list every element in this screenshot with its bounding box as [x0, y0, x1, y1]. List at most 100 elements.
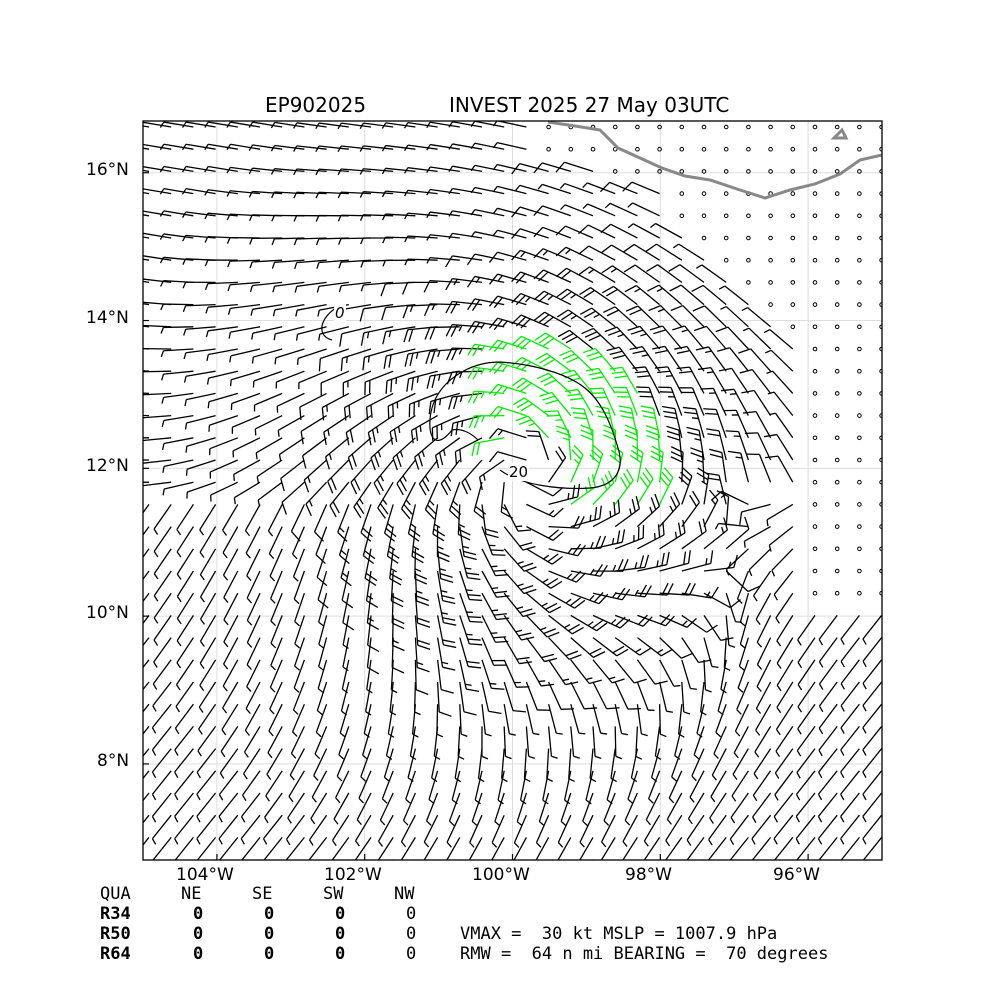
wind-barb	[840, 836, 860, 860]
wind-barb	[592, 614, 631, 629]
wind-barb	[481, 526, 506, 556]
wind-barb	[377, 837, 394, 860]
wind-barb	[467, 366, 505, 380]
wind-barb	[738, 348, 772, 372]
wind-barb	[414, 615, 431, 650]
wind-barb	[622, 837, 638, 860]
wind-barb	[556, 309, 594, 328]
wind-barb	[467, 390, 505, 404]
wind-barb	[703, 637, 719, 668]
wind-barb	[218, 770, 239, 801]
calm-marker	[857, 457, 862, 463]
wind-barb	[206, 348, 238, 361]
wind-barb	[503, 548, 537, 572]
wind-barb	[654, 366, 683, 394]
wind-barb	[270, 637, 283, 671]
wind-barb	[492, 185, 527, 195]
wind-barb	[671, 748, 683, 782]
wind-barb	[335, 770, 350, 804]
wind-barb	[271, 237, 305, 246]
calm-marker	[857, 235, 862, 241]
wind-barb	[143, 748, 150, 758]
calm-marker	[834, 590, 840, 596]
wind-barb	[591, 859, 594, 860]
wind-barb	[481, 548, 509, 577]
calm-marker	[834, 546, 840, 552]
calm-marker	[857, 546, 862, 552]
wind-barb	[774, 770, 794, 801]
wind-barb	[342, 615, 350, 649]
calm-marker	[834, 324, 840, 330]
wind-barb	[386, 526, 400, 564]
wind-barb	[637, 521, 665, 550]
calm-marker	[834, 169, 840, 174]
wind-barb	[143, 570, 150, 581]
table-header-se: SE	[252, 884, 273, 904]
wind-barb	[338, 237, 372, 245]
calm-marker	[812, 124, 818, 130]
wind-barb	[400, 837, 416, 860]
wind-barb	[176, 570, 194, 603]
wind-barb	[285, 836, 305, 860]
wind-barb	[227, 281, 261, 292]
wind-barb	[176, 526, 194, 558]
wind-barb	[481, 681, 502, 715]
wind-barb	[311, 770, 328, 803]
wind-barb	[533, 311, 572, 328]
wind-barb	[627, 223, 660, 239]
wind-barb	[162, 481, 194, 496]
wind-barb	[176, 548, 194, 580]
wind-barb	[448, 187, 483, 195]
wind-barb	[270, 615, 283, 649]
wind-barb	[153, 526, 172, 558]
wind-barb	[196, 792, 217, 823]
wind-barb	[579, 837, 594, 860]
wind-barb	[338, 726, 350, 760]
wind-barb	[570, 474, 596, 505]
wind-barb	[204, 281, 238, 290]
wind-barb	[423, 814, 439, 848]
wind-barb	[538, 792, 550, 827]
wind-barb	[226, 121, 261, 128]
wind-barb	[459, 681, 477, 716]
calm-marker	[768, 169, 773, 174]
wind-barb	[434, 437, 461, 469]
wind-barb	[226, 143, 261, 151]
wind-barb	[743, 526, 771, 548]
wind-barb	[424, 326, 460, 340]
wind-barb	[570, 637, 606, 658]
calm-marker	[857, 280, 862, 285]
wind-barb	[818, 703, 838, 735]
wind-barb	[293, 168, 327, 176]
wind-barb	[681, 637, 712, 664]
wind-barb	[318, 637, 328, 672]
wind-barb	[199, 659, 217, 691]
wind-barb	[557, 329, 594, 350]
wind-barb	[565, 388, 594, 416]
calm-marker	[701, 235, 707, 241]
wind-barb	[360, 259, 394, 268]
wind-barb	[818, 836, 838, 860]
wind-barb	[205, 326, 238, 338]
wind-barb	[511, 249, 549, 261]
wind-barb	[578, 266, 616, 283]
wind-barb	[546, 748, 553, 782]
wind-barb	[720, 305, 749, 328]
wind-barb	[270, 168, 305, 175]
wind-barb	[755, 703, 772, 736]
wind-barb	[360, 504, 373, 542]
wind-barb	[748, 548, 772, 577]
calm-marker	[746, 146, 751, 152]
wind-barb	[459, 704, 468, 738]
wind-barb	[459, 570, 483, 602]
calm-marker	[790, 257, 796, 263]
coastline	[547, 121, 882, 200]
wind-barb	[582, 182, 616, 195]
calm-marker	[812, 457, 818, 463]
wind-barb	[445, 255, 483, 268]
wind-barb	[267, 726, 283, 759]
wind-barb	[272, 303, 305, 317]
wind-barb	[765, 349, 794, 372]
wind-barb	[818, 615, 838, 646]
wind-barb	[276, 392, 305, 413]
